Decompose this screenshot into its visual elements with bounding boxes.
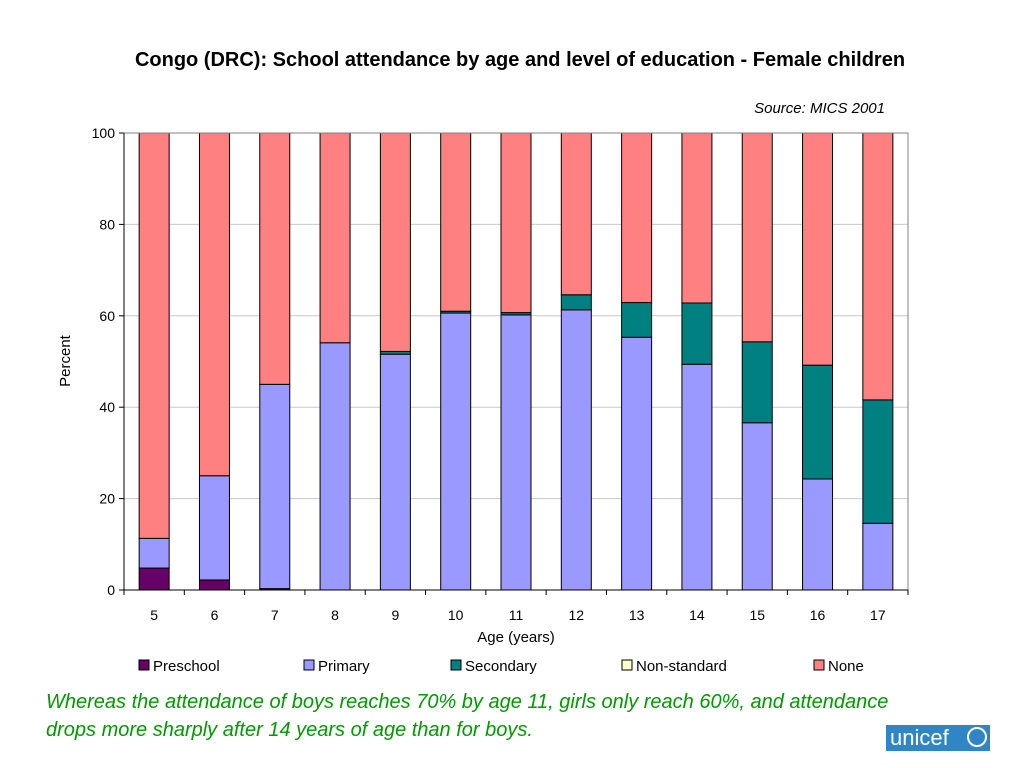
bar-segment-primary [198, 475, 230, 581]
bar-segment-primary [138, 537, 170, 569]
y-axis-label: Percent [57, 334, 74, 387]
bar-segment-secondary [681, 302, 713, 365]
bar-segment-preschool [198, 579, 230, 591]
bar-segment-primary [379, 353, 411, 591]
caption-text: Whereas the attendance of boys reaches 7… [46, 691, 889, 741]
logo-text: unicef [890, 725, 949, 750]
bar-segment-none [500, 132, 532, 314]
bar-segment-primary [802, 478, 834, 591]
legend-swatch [303, 659, 315, 671]
bar-segment-primary [560, 309, 592, 591]
legend-swatch [813, 659, 825, 671]
bar-segment-secondary [621, 302, 653, 338]
x-tick-label: 9 [391, 607, 399, 623]
bar-segment-primary [862, 522, 894, 591]
x-tick-label: 12 [569, 607, 585, 623]
unicef-logo: unicef [886, 725, 990, 751]
x-tick-label: 6 [211, 607, 219, 623]
bar-segment-primary [319, 342, 351, 591]
bar-segment-secondary [560, 294, 592, 311]
legend-label: Secondary [465, 658, 537, 675]
legend-label: Non-standard [636, 658, 727, 675]
stacked-bar-chart: 0 20 40 60 80 100 5 6 7 8 9 10 11 12 13 14 15 16 17 Percen… [57, 125, 909, 675]
bar-segment-none [198, 132, 230, 477]
bar-segment-preschool [138, 567, 170, 591]
axes: 0 20 40 60 80 100 5 6 7 8 9 10 11 12 13 14 15 16 17 [92, 125, 909, 623]
bar-segment-secondary [741, 341, 773, 424]
y-tick-label: 20 [99, 491, 115, 507]
bar-segment-none [621, 132, 653, 304]
bar-segment-none [440, 132, 472, 312]
x-tick-label: 17 [870, 607, 886, 623]
bar-segment-primary [259, 383, 291, 590]
x-tick-label: 13 [629, 607, 645, 623]
x-tick-label: 5 [150, 607, 158, 623]
legend: Preschool Primary Secondary Non-standard Non… [138, 658, 864, 675]
bar-segment-none [741, 132, 773, 343]
x-tick-label: 15 [749, 607, 765, 623]
x-tick-label: 8 [331, 607, 339, 623]
bar-segment-none [259, 132, 291, 385]
bar-segment-primary [440, 312, 472, 591]
y-tick-label: 40 [99, 399, 115, 415]
y-tick-label: 100 [92, 125, 116, 141]
x-tick-label: 11 [509, 607, 524, 623]
y-tick-label: 60 [99, 308, 115, 324]
bar-segment-primary [741, 422, 773, 591]
legend-label: Preschool [153, 658, 220, 675]
x-tick-label: 14 [689, 607, 705, 623]
bar-segment-none [319, 132, 351, 344]
bar-segment-none [379, 132, 411, 352]
y-tick-label: 80 [99, 216, 115, 232]
legend-swatch [138, 659, 150, 671]
bar-segment-none [560, 132, 592, 296]
globe-icon [967, 727, 987, 747]
bar-segment-none [681, 132, 713, 304]
y-tick-label: 0 [107, 582, 115, 598]
bars [138, 132, 894, 591]
bar-segment-none [862, 132, 894, 401]
bar-segment-primary [500, 314, 532, 591]
legend-label: Primary [318, 658, 370, 675]
x-tick-label: 16 [810, 607, 826, 623]
bar-segment-secondary [862, 399, 894, 524]
x-tick-label: 7 [271, 607, 279, 623]
legend-label: None [828, 658, 864, 675]
bar-segment-primary [681, 363, 713, 591]
bar-segment-none [138, 132, 170, 539]
bar-segment-secondary [802, 364, 834, 480]
x-axis-label: Age (years) [477, 629, 555, 646]
legend-swatch [450, 659, 462, 671]
x-tick-label: 10 [448, 607, 464, 623]
bar-segment-primary [621, 336, 653, 591]
bar-segment-none [802, 132, 834, 366]
chart-title: Congo (DRC): School attendance by age an… [134, 49, 906, 71]
chart-source-note: Source: MICS 2001 [754, 100, 885, 117]
legend-swatch [621, 659, 633, 671]
